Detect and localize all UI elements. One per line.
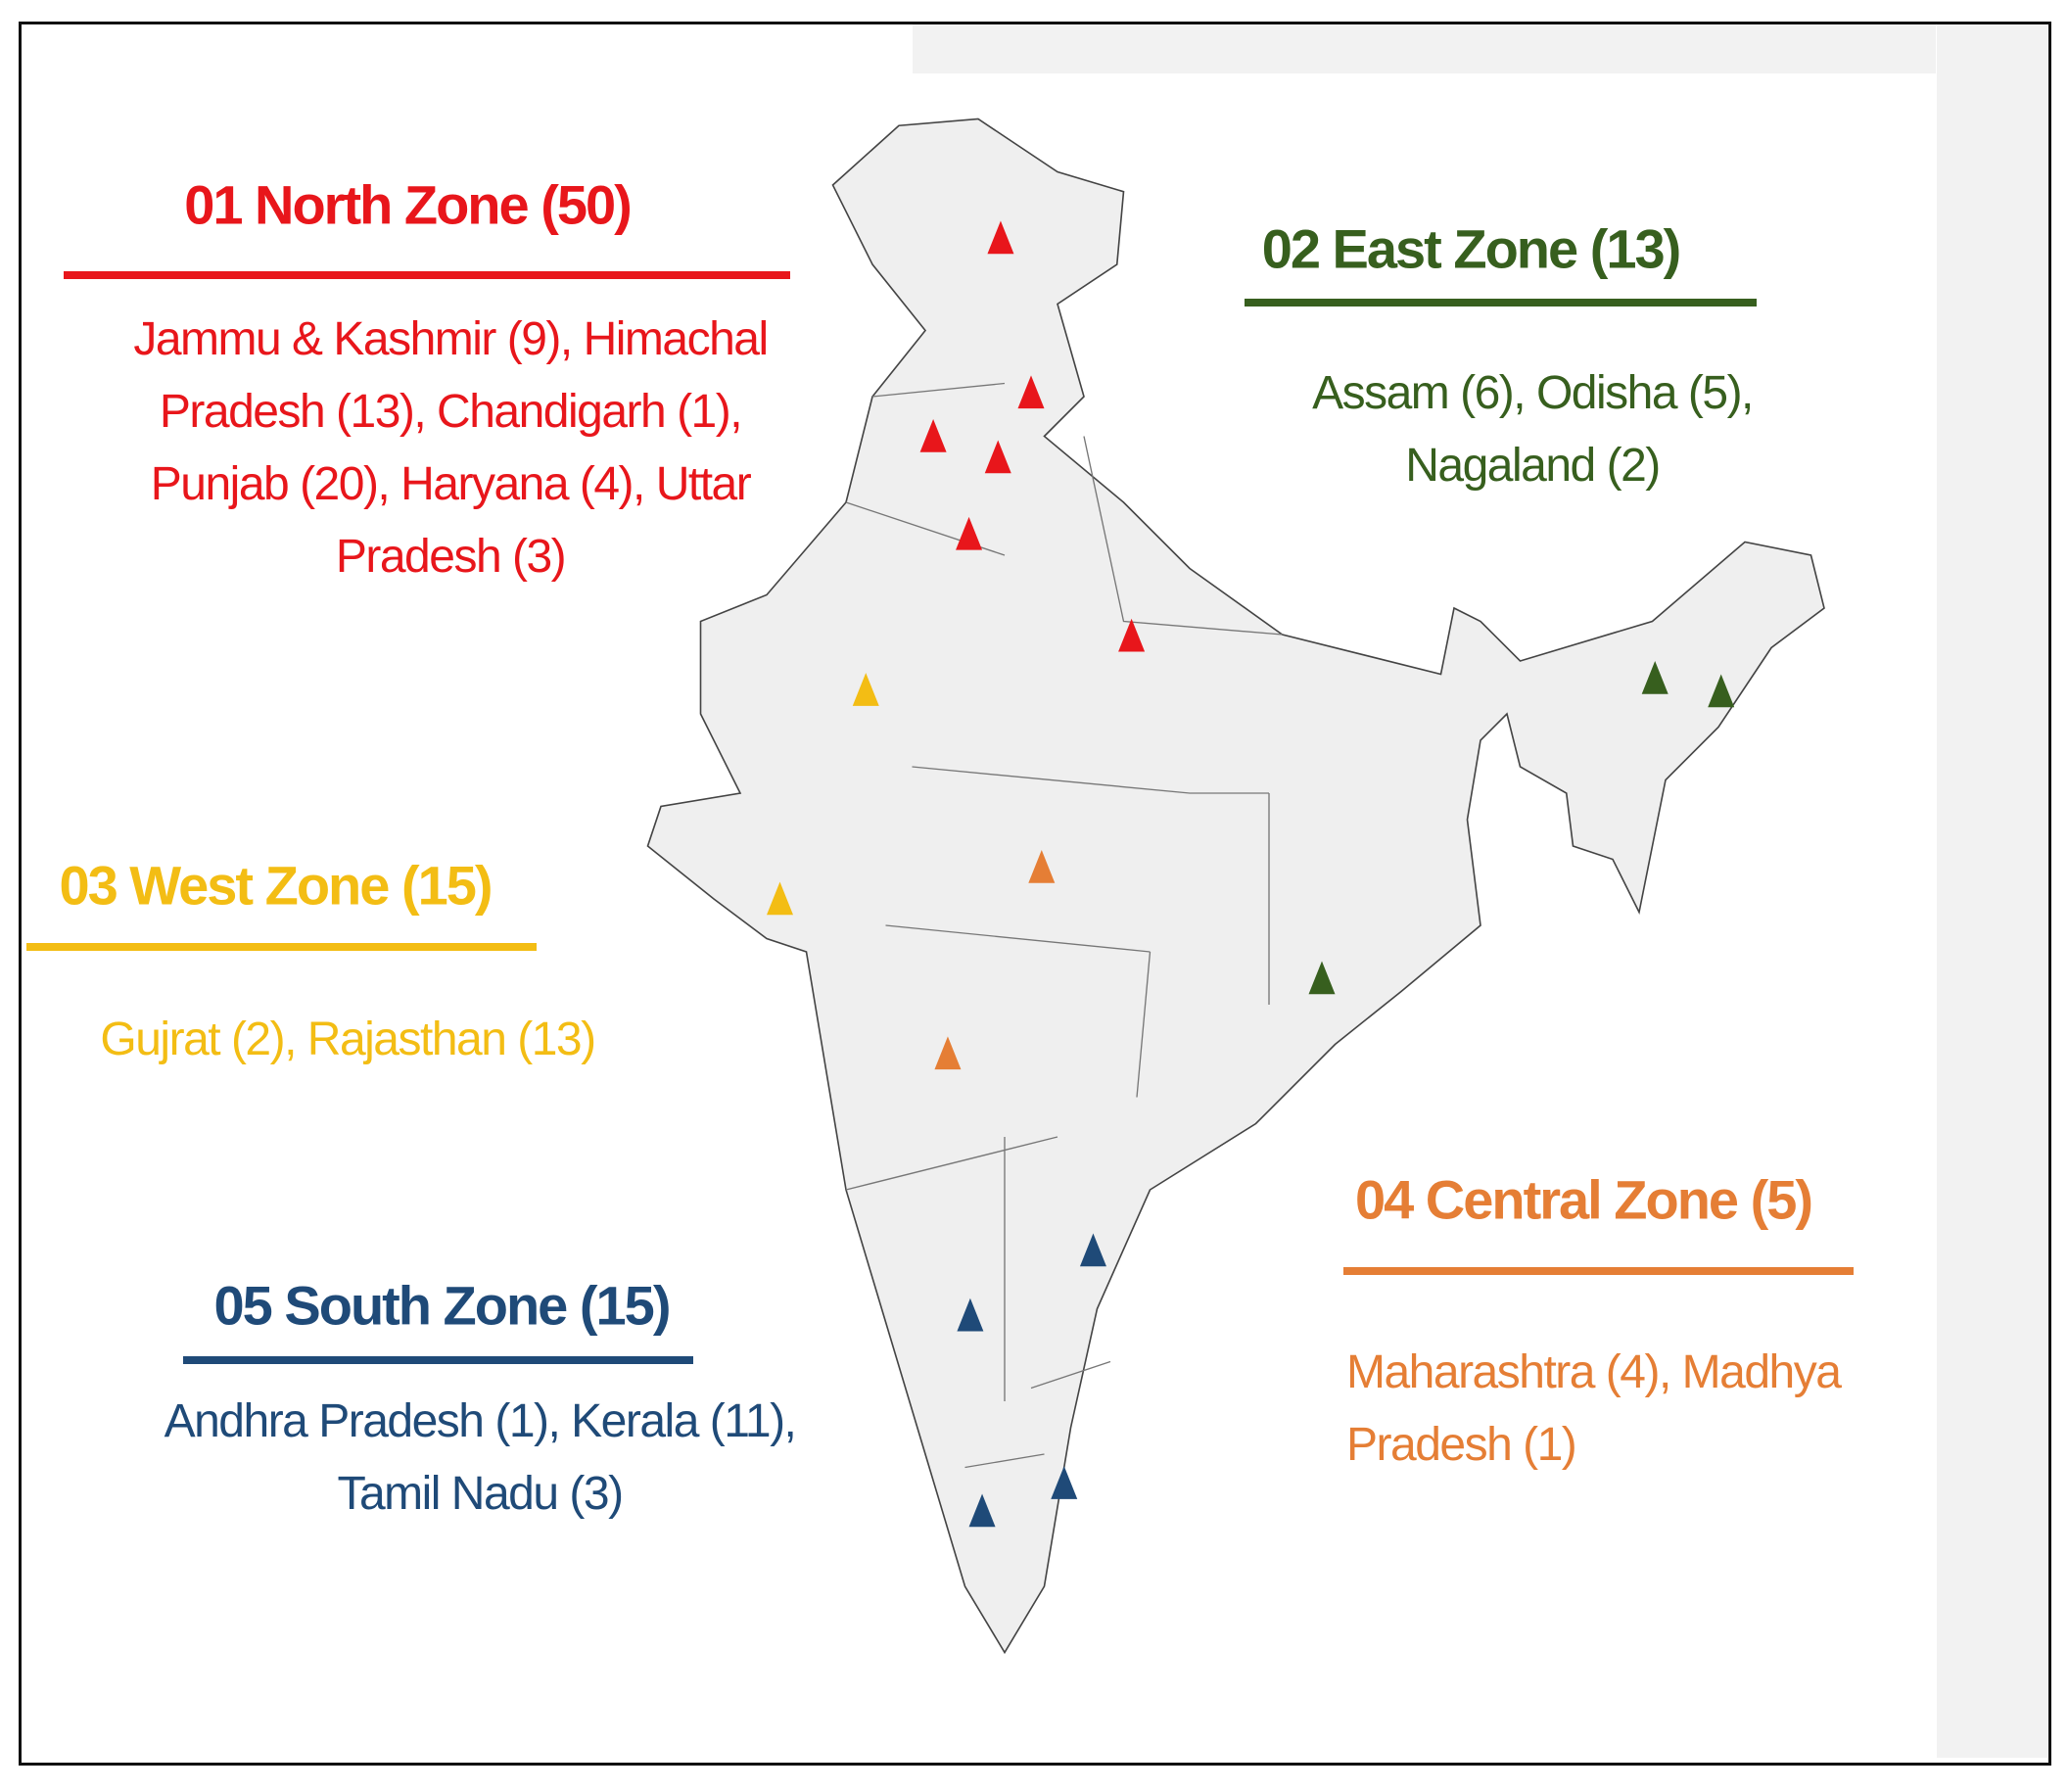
zone-title: 05 South Zone (15): [213, 1274, 672, 1337]
site-marker: [1051, 1466, 1078, 1499]
site-marker: [1079, 1233, 1106, 1267]
india-outline: [646, 118, 1825, 1655]
site-marker: [1641, 661, 1668, 694]
zone-rule: [1245, 299, 1757, 307]
zone-states: Assam (6), Odisha (5), Nagaland (2): [1312, 367, 1754, 492]
site-marker: [957, 1297, 984, 1332]
zone-rule: [183, 1356, 693, 1364]
site-marker: [1017, 375, 1045, 409]
site-marker: [1028, 850, 1056, 883]
zone-title: 04 Central Zone (5): [1354, 1168, 1813, 1231]
site-marker: [968, 1493, 996, 1528]
zone-title: 03 West Zone (15): [59, 854, 493, 917]
zone-states: Maharashtra (4), Madhya Pradesh (1): [1346, 1346, 1842, 1471]
site-marker: [934, 1036, 962, 1070]
backdrop: [913, 24, 1936, 73]
zone-rule: [1343, 1267, 1854, 1275]
site-marker: [852, 673, 879, 706]
site-marker: [1118, 618, 1146, 652]
site-marker: [956, 516, 983, 550]
backdrop: [1937, 24, 2047, 1758]
zone-states: Gujrat (2), Rajasthan (13): [100, 1014, 596, 1065]
site-marker: [984, 440, 1011, 474]
zone-title: 02 East Zone (13): [1261, 217, 1682, 280]
site-marker: [1308, 961, 1336, 995]
zone-title: 01 North Zone (50): [184, 173, 633, 236]
site-marker: [919, 418, 947, 452]
site-marker: [1708, 674, 1735, 708]
site-markers: [767, 220, 1735, 1528]
site-marker: [987, 220, 1014, 255]
zone-rule: [64, 271, 790, 279]
site-marker: [767, 881, 793, 916]
zone-states: Jammu & Kashmir (9), Himachal Pradesh (1…: [133, 313, 769, 583]
zone-rule: [26, 943, 537, 951]
zone-states: Andhra Pradesh (1), Kerala (11), Tamil N…: [164, 1395, 797, 1520]
